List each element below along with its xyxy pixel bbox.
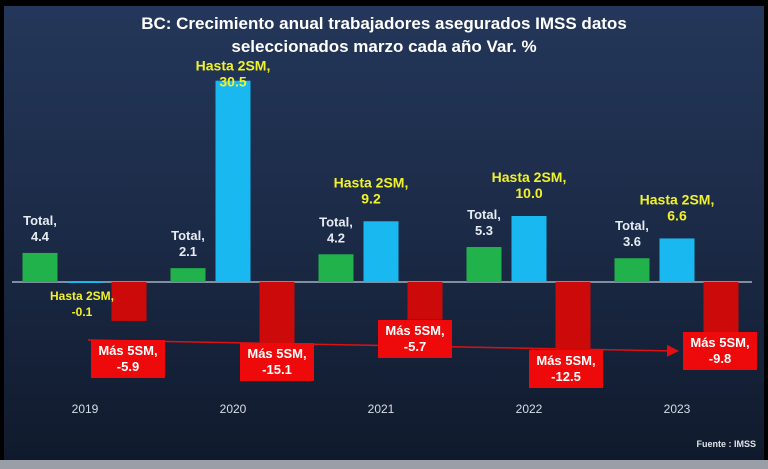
bar-m-s-5sm-2019 xyxy=(111,282,147,321)
data-label-box-mas-5sm-2022 xyxy=(529,350,603,388)
bar-hasta-2sm-2021 xyxy=(363,221,399,282)
data-label-box-mas-5sm-2023 xyxy=(683,332,757,370)
data-label-box-mas-5sm-2019 xyxy=(91,340,165,378)
x-tick-label-2020: 2020 xyxy=(220,402,247,416)
data-label-total-2020: Total, 2.1 xyxy=(171,228,205,259)
bar-m-s-5sm-2021 xyxy=(407,282,443,320)
bar-total-2022 xyxy=(466,247,502,282)
data-label-mas-5sm-2023: Más 5SM, -9.8 xyxy=(690,335,749,366)
data-label-hasta-2sm-2019: Hasta 2SM, -0.1 xyxy=(50,289,114,319)
bar-total-2019 xyxy=(22,252,58,282)
bar-total-2020 xyxy=(170,268,206,282)
data-label-hasta-2sm-2021: Hasta 2SM, 9.2 xyxy=(334,174,409,206)
bar-hasta-2sm-2019 xyxy=(67,282,103,283)
bar-hasta-2sm-2023 xyxy=(659,238,695,282)
data-label-mas-5sm-2019: Más 5SM, -5.9 xyxy=(98,343,157,374)
chart-title-line-2: seleccionados marzo cada año Var. % xyxy=(231,37,536,56)
bar-m-s-5sm-2020 xyxy=(259,282,295,352)
source-note: Fuente : IMSS xyxy=(696,439,756,449)
x-tick-label-2022: 2022 xyxy=(516,402,543,416)
bar-hasta-2sm-2020 xyxy=(215,80,251,282)
data-label-box-mas-5sm-2021 xyxy=(378,320,452,358)
bottom-border xyxy=(0,460,768,469)
x-tick-label-2023: 2023 xyxy=(664,402,691,416)
data-label-total-2021: Total, 4.2 xyxy=(319,214,353,245)
data-label-total-2019: Total, 4.4 xyxy=(23,213,57,244)
data-label-box-mas-5sm-2020 xyxy=(240,343,314,381)
data-label-total-2022: Total, 5.3 xyxy=(467,207,501,238)
bar-hasta-2sm-2022 xyxy=(511,216,547,282)
x-tick-label-2021: 2021 xyxy=(368,402,395,416)
data-label-mas-5sm-2020: Más 5SM, -15.1 xyxy=(247,346,306,377)
chart-title-line-1: BC: Crecimiento anual trabajadores asegu… xyxy=(141,14,627,33)
data-label-hasta-2sm-2020: Hasta 2SM, 30.5 xyxy=(196,58,271,90)
bar-total-2021 xyxy=(318,254,354,282)
data-label-hasta-2sm-2022: Hasta 2SM, 10.0 xyxy=(492,169,567,201)
data-label-hasta-2sm-2023: Hasta 2SM, 6.6 xyxy=(640,191,715,223)
data-label-mas-5sm-2021: Más 5SM, -5.7 xyxy=(385,323,444,354)
data-label-mas-5sm-2022: Más 5SM, -12.5 xyxy=(536,353,595,384)
bar-total-2023 xyxy=(614,258,650,282)
data-label-total-2023: Total, 3.6 xyxy=(615,218,649,249)
x-tick-label-2019: 2019 xyxy=(72,402,99,416)
